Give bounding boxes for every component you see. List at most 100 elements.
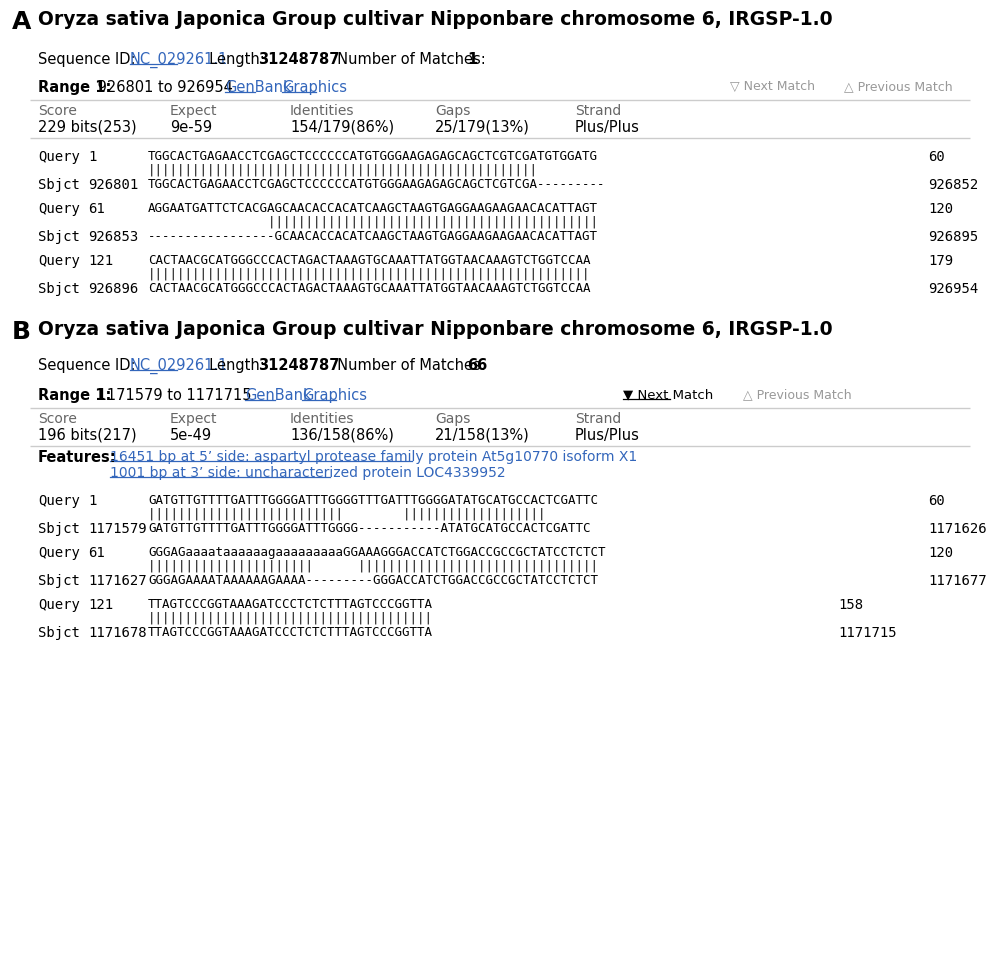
Text: Number of Matches:: Number of Matches:: [328, 52, 490, 67]
Text: ||||||||||||||||||||||||||||||||||||||||||||||||||||: ||||||||||||||||||||||||||||||||||||||||…: [148, 164, 538, 177]
Text: 21/158(13%): 21/158(13%): [435, 428, 530, 443]
Text: Features:: Features:: [38, 450, 117, 465]
Text: 120: 120: [928, 202, 953, 216]
Text: 1171677: 1171677: [928, 574, 987, 588]
Text: 229 bits(253): 229 bits(253): [38, 120, 137, 135]
Text: Score: Score: [38, 104, 77, 118]
Text: Query: Query: [38, 598, 80, 612]
Text: 179: 179: [928, 254, 953, 268]
Text: NC_029261.1: NC_029261.1: [130, 52, 228, 68]
Text: Query: Query: [38, 546, 80, 560]
Text: 926896: 926896: [88, 282, 138, 296]
Text: ▽ Next Match: ▽ Next Match: [730, 80, 815, 93]
Text: Sbjct: Sbjct: [38, 178, 80, 192]
Text: 1171715: 1171715: [838, 626, 897, 640]
Text: Score: Score: [38, 412, 77, 426]
Text: Strand: Strand: [575, 104, 621, 118]
Text: 9e-59: 9e-59: [170, 120, 212, 135]
Text: 1001 bp at 3’ side: uncharacterized protein LOC4339952: 1001 bp at 3’ side: uncharacterized prot…: [110, 466, 506, 480]
Text: 926853: 926853: [88, 230, 138, 244]
Text: △ Previous Match: △ Previous Match: [836, 80, 953, 93]
Text: Identities: Identities: [290, 412, 354, 426]
Text: 158: 158: [838, 598, 863, 612]
Text: 926852: 926852: [928, 178, 978, 192]
Text: TGGCACTGAGAACCTCGAGCTCCCCCCATGTGGGAAGAGAGCAGCTCGTCGA---------: TGGCACTGAGAACCTCGAGCTCCCCCCATGTGGGAAGAGA…: [148, 178, 606, 191]
Text: 1171579: 1171579: [88, 522, 147, 536]
Text: Sbjct: Sbjct: [38, 282, 80, 296]
Text: 1: 1: [88, 150, 96, 164]
Text: Query: Query: [38, 494, 80, 508]
Text: 1171678: 1171678: [88, 626, 147, 640]
Text: Expect: Expect: [170, 412, 218, 426]
Text: Graphics: Graphics: [282, 80, 347, 95]
Text: Query: Query: [38, 202, 80, 216]
Text: 60: 60: [928, 150, 945, 164]
Text: Length:: Length:: [200, 358, 269, 373]
Text: Sbjct: Sbjct: [38, 574, 80, 588]
Text: 16451 bp at 5’ side: aspartyl protease family protein At5g10770 isoform X1: 16451 bp at 5’ side: aspartyl protease f…: [110, 450, 637, 464]
Text: 31248787: 31248787: [258, 52, 339, 67]
Text: Graphics: Graphics: [302, 388, 367, 403]
Text: ||||||||||||||||||||||||||        |||||||||||||||||||: |||||||||||||||||||||||||| |||||||||||||…: [148, 508, 546, 521]
Text: 1: 1: [88, 494, 96, 508]
Text: Length:: Length:: [200, 52, 269, 67]
Text: 154/179(86%): 154/179(86%): [290, 120, 394, 135]
Text: Oryza sativa Japonica Group cultivar Nipponbare chromosome 6, IRGSP-1.0: Oryza sativa Japonica Group cultivar Nip…: [38, 320, 833, 339]
Text: 1171579 to 1171715: 1171579 to 1171715: [93, 388, 256, 403]
Text: 61: 61: [88, 546, 105, 560]
Text: 120: 120: [928, 546, 953, 560]
Text: 926801 to 926954: 926801 to 926954: [93, 80, 238, 95]
Text: ||||||||||||||||||||||||||||||||||||||: ||||||||||||||||||||||||||||||||||||||: [148, 612, 433, 625]
Text: 1: 1: [467, 52, 477, 67]
Text: TTAGTCCCGGTAAAGATCCCTCTCTTTAGTCCCGGTTA: TTAGTCCCGGTAAAGATCCCTCTCTTTAGTCCCGGTTA: [148, 598, 433, 611]
Text: 5e-49: 5e-49: [170, 428, 212, 443]
Text: Number of Matches:: Number of Matches:: [328, 358, 490, 373]
Text: 196 bits(217): 196 bits(217): [38, 428, 137, 443]
Text: CACTAACGCATGGGCCCACTAGACTAAAGTGCAAATTATGGTAACAAAGTCTGGTCCAA: CACTAACGCATGGGCCCACTAGACTAAAGTGCAAATTATG…: [148, 282, 590, 295]
Text: -----------------GCAACACCACATCAAGCTAAGTGAGGAAGAAGAACACATTAGT: -----------------GCAACACCACATCAAGCTAAGTG…: [148, 230, 598, 243]
Text: 926895: 926895: [928, 230, 978, 244]
Text: Plus/Plus: Plus/Plus: [575, 428, 640, 443]
Text: 136/158(86%): 136/158(86%): [290, 428, 394, 443]
Text: GATGTTGTTTTGATTTGGGGATTTGGGG-----------ATATGCATGCCACTCGATTC: GATGTTGTTTTGATTTGGGGATTTGGGG-----------A…: [148, 522, 590, 535]
Text: Sequence ID:: Sequence ID:: [38, 52, 140, 67]
Text: 121: 121: [88, 254, 113, 268]
Text: CACTAACGCATGGGCCCACTAGACTAAAGTGCAAATTATGGTAACAAAGTCTGGTCCAA: CACTAACGCATGGGCCCACTAGACTAAAGTGCAAATTATG…: [148, 254, 590, 267]
Text: 926801: 926801: [88, 178, 138, 192]
Text: 31248787: 31248787: [258, 358, 339, 373]
Text: GATGTTGTTTTGATTTGGGGATTTGGGGTTTGATTTGGGGATATGCATGCCACTCGATTC: GATGTTGTTTTGATTTGGGGATTTGGGGTTTGATTTGGGG…: [148, 494, 598, 507]
Text: Query: Query: [38, 150, 80, 164]
Text: Gaps: Gaps: [435, 104, 470, 118]
Text: Strand: Strand: [575, 412, 621, 426]
Text: Oryza sativa Japonica Group cultivar Nipponbare chromosome 6, IRGSP-1.0: Oryza sativa Japonica Group cultivar Nip…: [38, 10, 833, 29]
Text: TTAGTCCCGGTAAAGATCCCTCTCTTTAGTCCCGGTTA: TTAGTCCCGGTAAAGATCCCTCTCTTTAGTCCCGGTTA: [148, 626, 433, 639]
Text: 25/179(13%): 25/179(13%): [435, 120, 530, 135]
Text: 121: 121: [88, 598, 113, 612]
Text: GGGAGAAAATAAAAAAGAAAA---------GGGACCATCTGGACCGCCGCTATCCTCTCT: GGGAGAAAATAAAAAAGAAAA---------GGGACCATCT…: [148, 574, 598, 587]
Text: TGGCACTGAGAACCTCGAGCTCCCCCCATGTGGGAAGAGAGCAGCTCGTCGATGTGGATG: TGGCACTGAGAACCTCGAGCTCCCCCCATGTGGGAAGAGA…: [148, 150, 598, 163]
Text: AGGAATGATTCTCACGAGCAACACCACATCAAGCTAAGTGAGGAAGAAGAACACATTAGT: AGGAATGATTCTCACGAGCAACACCACATCAAGCTAAGTG…: [148, 202, 598, 215]
Text: Range 1:: Range 1:: [38, 388, 111, 403]
Text: Sequence ID:: Sequence ID:: [38, 358, 140, 373]
Text: Plus/Plus: Plus/Plus: [575, 120, 640, 135]
Text: |||||||||||||||||||||||||||||||||||||||||||||||||||||||||||: ||||||||||||||||||||||||||||||||||||||||…: [148, 268, 590, 281]
Text: Identities: Identities: [290, 104, 354, 118]
Text: ▼ Next Match: ▼ Next Match: [623, 388, 713, 401]
Text: 61: 61: [88, 202, 105, 216]
Text: Query: Query: [38, 254, 80, 268]
Text: 926954: 926954: [928, 282, 978, 296]
Text: GenBank: GenBank: [245, 388, 312, 403]
Text: Sbjct: Sbjct: [38, 230, 80, 244]
Text: GenBank: GenBank: [225, 80, 292, 95]
Text: B: B: [12, 320, 31, 344]
Text: △ Previous Match: △ Previous Match: [735, 388, 852, 401]
Text: 1171627: 1171627: [88, 574, 147, 588]
Text: ||||||||||||||||||||||      ||||||||||||||||||||||||||||||||: |||||||||||||||||||||| |||||||||||||||||…: [148, 560, 598, 573]
Text: NC_029261.1: NC_029261.1: [130, 358, 228, 374]
Text: 66: 66: [467, 358, 487, 373]
Text: 60: 60: [928, 494, 945, 508]
Text: Range 1:: Range 1:: [38, 80, 111, 95]
Text: Sbjct: Sbjct: [38, 522, 80, 536]
Text: GGGAGaaaataaaaaagaaaaaaaaaGGAAAGGGACCATCTGGACCGCCGCTATCCTCTCT: GGGAGaaaataaaaaagaaaaaaaaaGGAAAGGGACCATC…: [148, 546, 606, 559]
Text: Expect: Expect: [170, 104, 218, 118]
